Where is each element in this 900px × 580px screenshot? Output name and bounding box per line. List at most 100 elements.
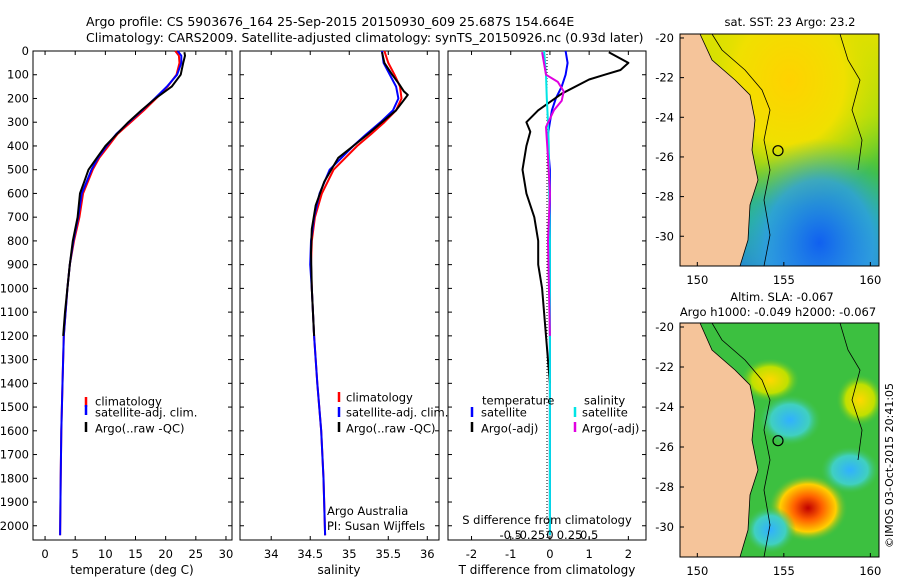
legend-t-argo-label: Argo(-adj) (481, 422, 538, 436)
map-y-tick-label: -28 (655, 190, 674, 204)
sla-high-east (836, 374, 879, 426)
map-y-tick-label: -24 (655, 400, 674, 414)
map-y-tick-label: -20 (655, 31, 674, 45)
y-tick-label: 1100 (0, 305, 29, 319)
sla-low-eddy (758, 394, 822, 446)
difference-xlabel-top: S difference from climatology (462, 513, 632, 527)
x-tick-label: 15 (128, 547, 143, 561)
sla-low-eddy-east (820, 446, 879, 494)
x-tick-label: 35 (342, 547, 357, 561)
header-line-2: Climatology: CARS2009. Satellite-adjuste… (86, 30, 643, 45)
salinity-panel: 34 34.5 35 35.5 36 salinity climatology sate… (239, 50, 448, 577)
legend-s-argo-label: Argo(-adj) (582, 422, 639, 436)
salinity-legend: climatology satellite-adj. clim. Argo(..… (337, 391, 448, 436)
map-y-tick-label: -22 (655, 71, 674, 85)
sla-low-eddy-south (744, 506, 796, 554)
difference-legend-salinity: salinity satellite Argo(-adj) (573, 394, 639, 436)
y-tick-label: 1200 (0, 329, 29, 343)
x-tick-label: 34.5 (297, 547, 323, 561)
map-y-tick-label: -24 (655, 110, 674, 124)
temperature-axes (32, 50, 233, 541)
difference-xlabel: T difference from climatology (458, 563, 636, 577)
x-tick-label: 10 (98, 547, 113, 561)
legend-argo-label: Argo(..raw -QC) (95, 422, 185, 436)
x-tick-label: 1 (585, 547, 592, 561)
y-tick-label: 600 (7, 186, 29, 200)
y-tick-label: 1900 (0, 495, 29, 509)
legend-temperature-title: temperature (482, 394, 554, 408)
legend-argo-label: Argo(..raw -QC) (346, 422, 436, 436)
difference-legend-temperature: temperature satellite Argo(-adj) (470, 394, 554, 436)
map-x-tick-label: 150 (686, 564, 708, 578)
top-tick-label: 0.25 (557, 528, 583, 542)
y-tick-label: 300 (7, 115, 29, 129)
series-line-argo-raw-qc- (62, 52, 186, 336)
imos-credit: ©IMOS 03-Oct-2015 20:41:05 (883, 383, 896, 548)
y-tick-label: 100 (7, 68, 29, 82)
map-x-tick-label: 155 (773, 273, 795, 287)
salinity-axes (239, 50, 440, 541)
y-tick-label: 1500 (0, 400, 29, 414)
sst-bathymetry-contour (711, 34, 771, 266)
salinity-xlabel: salinity (317, 563, 360, 577)
series-line-satellite-adj-clim- (309, 50, 400, 536)
y-tick-label: 1300 (0, 353, 29, 367)
argo-float-marker (772, 435, 784, 447)
x-tick-label: -2 (466, 547, 477, 561)
sst-map-title: sat. SST: 23 Argo: 23.2 (725, 15, 856, 29)
y-tick-label: 1800 (0, 471, 29, 485)
map-y-tick-label: -30 (655, 229, 674, 243)
y-tick-label: 700 (7, 210, 29, 224)
top-tick-label: 0 (546, 528, 553, 542)
top-tick-label: -0.5 (500, 528, 522, 542)
legend-salinity-title: salinity (584, 394, 625, 408)
legend-satellite-label: satellite-adj. clim. (346, 406, 448, 420)
x-tick-label: 5 (72, 547, 79, 561)
annotation-pi: PI: Susan Wijffels (327, 519, 425, 533)
x-tick-label: -1 (505, 547, 516, 561)
series-line-argo-raw-qc- (310, 51, 409, 336)
temperature-xlabel: temperature (deg C) (70, 563, 193, 577)
sst-map: sat. SST: 23 Argo: 23.2 150 155 160 -20 -22 -… (655, 15, 881, 287)
y-tick-label: 1700 (0, 448, 29, 462)
series-line-satellite-adj-clim- (59, 50, 183, 536)
y-tick-label: 800 (7, 234, 29, 248)
sla-high-north (740, 358, 800, 402)
map-x-tick-label: 160 (859, 564, 881, 578)
map-y-tick-label: -28 (655, 480, 674, 494)
top-tick-label: 0.5 (580, 528, 598, 542)
sst-map-frame (679, 33, 880, 267)
x-tick-label: 34 (264, 547, 279, 561)
x-tick-label: 35.5 (375, 547, 401, 561)
y-tick-label: 500 (7, 163, 29, 177)
x-tick-label: 0 (41, 547, 48, 561)
y-tick-label: 1000 (0, 281, 29, 295)
map-y-tick-label: -30 (655, 520, 674, 534)
y-tick-label: 2000 (0, 519, 29, 533)
x-tick-label: 2 (625, 547, 632, 561)
map-y-tick-label: -22 (655, 360, 674, 374)
annotation-argo-australia: Argo Australia (327, 504, 408, 518)
sst-ridge-contour (839, 34, 863, 171)
legend-s-satellite-label: satellite (582, 406, 628, 420)
series-line-t-argo (521, 51, 630, 384)
sla-land-australia (680, 323, 759, 557)
sla-map: Altim. SLA: -0.067 Argo h1000: -0.049 h2… (655, 290, 881, 578)
sla-map-subtitle: Argo h1000: -0.049 h2000: -0.067 (680, 305, 876, 319)
x-tick-label: 30 (219, 547, 234, 561)
y-tick-label: 200 (7, 91, 29, 105)
temperature-legend: climatology satellite-adj. clim. Argo(..… (84, 395, 197, 436)
y-tick-label: 0 (22, 44, 29, 58)
sst-land-australia (680, 34, 759, 266)
sla-bathymetry-contour (711, 323, 771, 557)
y-tick-label: 1600 (0, 424, 29, 438)
header-line-1: Argo profile: CS 5903676_164 25-Sep-2015… (86, 14, 574, 29)
x-tick-label: 20 (158, 547, 173, 561)
top-tick-label: -0.25 (515, 528, 545, 542)
x-tick-label: 25 (188, 547, 203, 561)
y-tick-label: 1400 (0, 376, 29, 390)
map-y-tick-label: -26 (655, 150, 674, 164)
legend-t-satellite-label: satellite (481, 406, 527, 420)
temperature-panel: 0 5 10 15 20 25 300100200300400500600700800900… (0, 44, 233, 577)
